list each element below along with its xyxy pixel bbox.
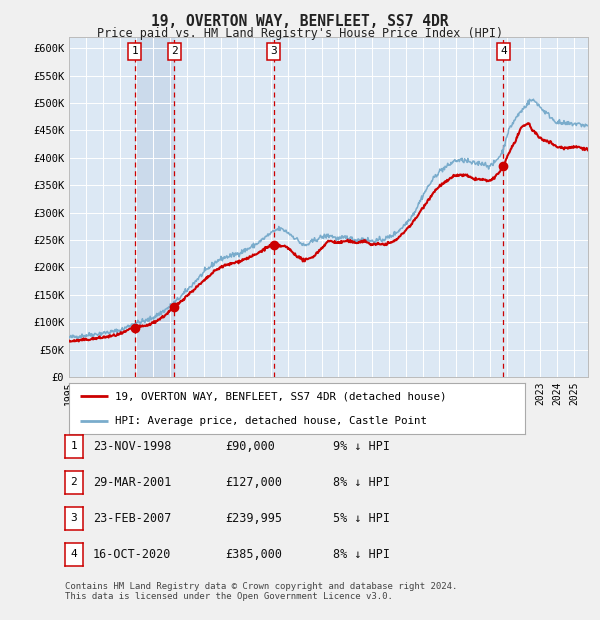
Text: 16-OCT-2020: 16-OCT-2020 <box>93 548 172 560</box>
Text: 23-NOV-1998: 23-NOV-1998 <box>93 440 172 453</box>
Text: 19, OVERTON WAY, BENFLEET, SS7 4DR: 19, OVERTON WAY, BENFLEET, SS7 4DR <box>151 14 449 29</box>
Text: 5% ↓ HPI: 5% ↓ HPI <box>333 512 390 525</box>
Text: 19, OVERTON WAY, BENFLEET, SS7 4DR (detached house): 19, OVERTON WAY, BENFLEET, SS7 4DR (deta… <box>115 391 446 401</box>
Text: HPI: Average price, detached house, Castle Point: HPI: Average price, detached house, Cast… <box>115 416 427 426</box>
Text: £127,000: £127,000 <box>225 476 282 489</box>
Bar <box>134 37 174 377</box>
Text: 8% ↓ HPI: 8% ↓ HPI <box>333 476 390 489</box>
Text: 8% ↓ HPI: 8% ↓ HPI <box>333 548 390 560</box>
Text: 4: 4 <box>70 549 77 559</box>
Text: 29-MAR-2001: 29-MAR-2001 <box>93 476 172 489</box>
Text: 23-FEB-2007: 23-FEB-2007 <box>93 512 172 525</box>
Text: £239,995: £239,995 <box>225 512 282 525</box>
Text: 3: 3 <box>270 46 277 56</box>
Text: £90,000: £90,000 <box>225 440 275 453</box>
Text: £385,000: £385,000 <box>225 548 282 560</box>
Text: 2: 2 <box>70 477 77 487</box>
Text: 1: 1 <box>131 46 138 56</box>
Text: 9% ↓ HPI: 9% ↓ HPI <box>333 440 390 453</box>
Text: Contains HM Land Registry data © Crown copyright and database right 2024.
This d: Contains HM Land Registry data © Crown c… <box>65 582 457 601</box>
Text: 4: 4 <box>500 46 506 56</box>
Text: 3: 3 <box>70 513 77 523</box>
Text: 2: 2 <box>170 46 178 56</box>
Text: Price paid vs. HM Land Registry's House Price Index (HPI): Price paid vs. HM Land Registry's House … <box>97 27 503 40</box>
Text: 1: 1 <box>70 441 77 451</box>
